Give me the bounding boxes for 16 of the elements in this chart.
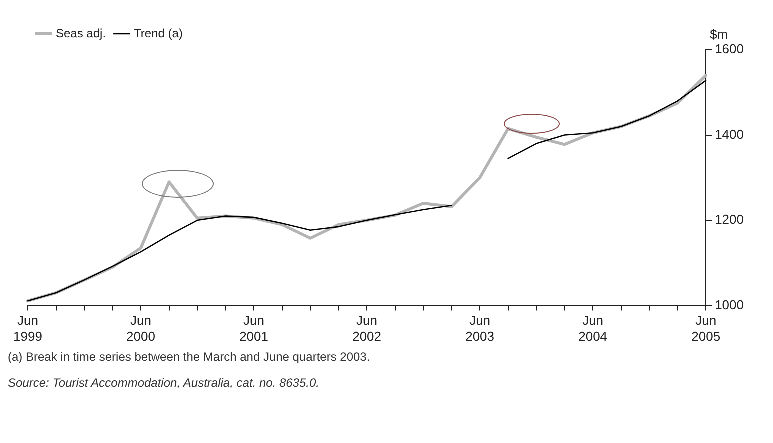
- y-tick-label: 1400: [715, 126, 744, 142]
- y-tick-label: 1000: [715, 297, 744, 312]
- x-tick-label: Jun 1999: [14, 313, 42, 344]
- y-tick-label: 1200: [715, 212, 744, 228]
- legend-label: Trend (a): [134, 26, 183, 40]
- x-tick-label: Jun 2002: [352, 313, 382, 344]
- legend-label: Seas adj.: [56, 26, 106, 40]
- y-axis-title: $m: [710, 27, 728, 42]
- x-tick-label: Jun 2004: [578, 313, 608, 344]
- x-tick-label: Jun 2005: [692, 313, 721, 344]
- text: (a) Break in time series between the March and June quarters 2003.: [8, 350, 370, 364]
- x-tick-label: Jun 2003: [466, 313, 495, 344]
- x-tick-label: Jun 2000: [126, 313, 156, 344]
- y-tick-label: 1600: [715, 42, 744, 57]
- x-tick-label: Jun 2001: [240, 313, 268, 344]
- source-note: Source: Tourist Accommodation, Australia, cat. no. 8635.0.: [8, 376, 320, 390]
